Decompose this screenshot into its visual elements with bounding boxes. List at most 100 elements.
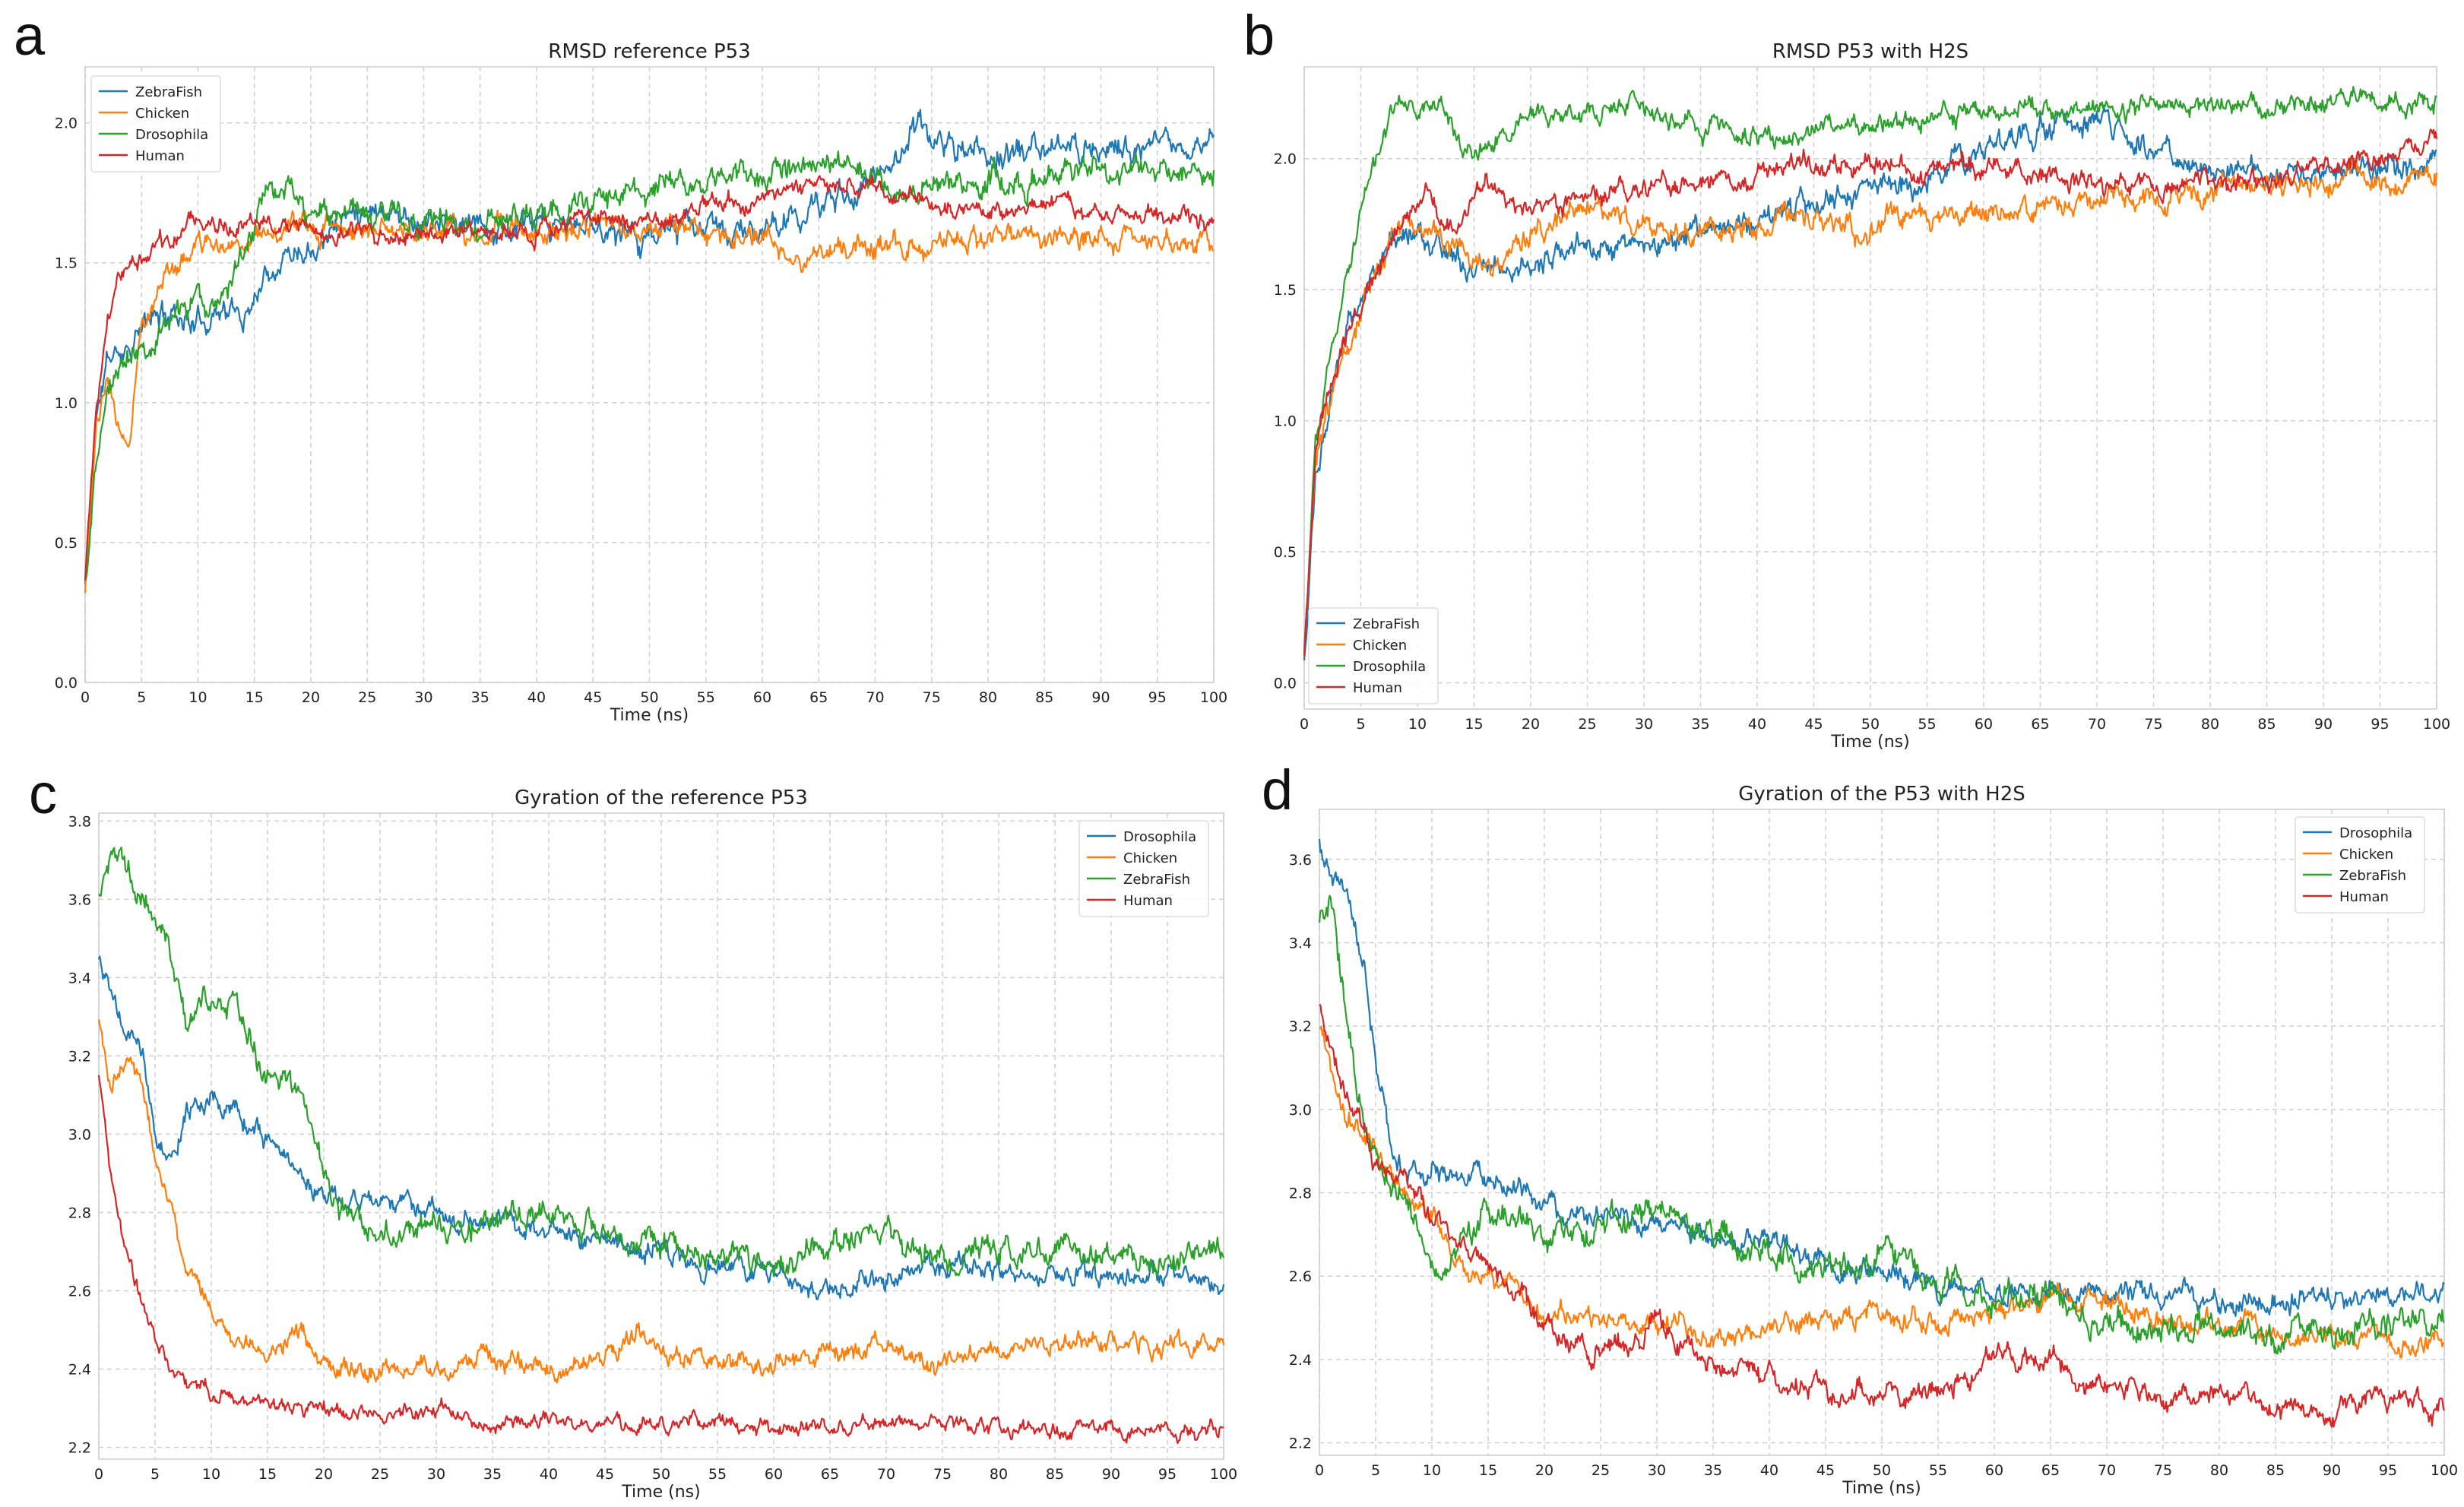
x-tick-label: 85	[2266, 1462, 2285, 1479]
x-tick-label: 75	[933, 1466, 952, 1483]
x-tick-label: 60	[1985, 1462, 2003, 1479]
legend: ZebraFish Chicken Drosophila Human	[90, 75, 221, 173]
x-tick-label: 65	[809, 689, 828, 706]
y-tick-label: 3.4	[68, 970, 91, 986]
x-tick-label: 100	[2431, 1462, 2458, 1479]
series-line-zebrafish	[98, 846, 1225, 1277]
x-tick-label: 45	[1804, 716, 1823, 733]
y-tick-label: 3.0	[1289, 1102, 1312, 1119]
x-tick-label: 35	[1704, 1462, 1722, 1479]
panel-label: c	[29, 762, 57, 825]
y-tick-label: 2.0	[1274, 151, 1297, 168]
x-tick-label: 30	[414, 689, 432, 706]
y-tick-label: 2.6	[1289, 1268, 1312, 1285]
y-tick-label: 2.2	[68, 1440, 91, 1457]
legend: Drosophila Chicken ZebraFish Human	[2295, 816, 2425, 913]
y-tick-label: 3.8	[68, 813, 91, 830]
legend-entry: Human	[135, 148, 185, 164]
x-tick-label: 20	[302, 689, 320, 706]
panel-label: b	[1243, 4, 1275, 67]
x-tick-label: 45	[1816, 1462, 1835, 1479]
x-axis-label: Time (ns)	[1830, 733, 1909, 752]
panel-label: d	[1262, 758, 1293, 822]
y-tick-label: 3.2	[1289, 1018, 1312, 1035]
series-line-chicken	[1319, 1025, 2445, 1359]
legend-box	[1308, 607, 1439, 704]
x-tick-label: 50	[1873, 1462, 1891, 1479]
y-tick-label: 2.2	[1289, 1436, 1312, 1452]
legend: ZebraFish Chicken Drosophila Human	[1308, 607, 1439, 704]
legend-entry: Drosophila	[1353, 659, 1426, 675]
x-tick-label: 40	[527, 689, 546, 706]
x-tick-label: 90	[2323, 1462, 2341, 1479]
x-tick-label: 30	[1648, 1462, 1666, 1479]
series-line-human	[1303, 128, 2438, 656]
series-line-human	[84, 174, 1215, 581]
x-tick-label: 65	[2041, 1462, 2060, 1479]
y-tick-label: 1.0	[1274, 413, 1297, 430]
y-tick-label: 2.0	[55, 116, 78, 132]
x-tick-label: 65	[2031, 716, 2049, 733]
chart-title: RMSD reference P53	[548, 40, 750, 63]
x-tick-label: 10	[1423, 1462, 1441, 1479]
legend-entry: Chicken	[2339, 847, 2393, 863]
series-line-zebrafish	[1318, 894, 2445, 1355]
x-tick-label: 5	[150, 1466, 160, 1483]
x-tick-label: 20	[1522, 716, 1540, 733]
chart-panel-a: a 0 5 10 15 20 25 30 35 40 45 50 55 60 65 70 75 80 85 90 95 1…	[14, 4, 1227, 725]
x-tick-label: 45	[584, 689, 602, 706]
x-tick-label: 30	[1635, 716, 1653, 733]
series-line-chicken	[97, 1019, 1225, 1384]
x-tick-label: 95	[1148, 689, 1167, 706]
x-tick-label: 90	[2314, 716, 2333, 733]
x-tick-label: 75	[2144, 716, 2162, 733]
x-tick-label: 55	[1929, 1462, 1947, 1479]
x-tick-label: 55	[697, 689, 715, 706]
chart-panel-c: c 0 5 10 15 20 25 30 35 40 45 50 55 60 65 70 75 80 85 90 95 1…	[29, 762, 1237, 1502]
chart-panel-b: b 0 5 10 15 20 25 30 35 40 45 50 55 60 65 70 75 80 85 90 95 1…	[1243, 4, 2450, 752]
y-tick-label: 3.6	[68, 891, 91, 908]
panel-label: a	[14, 4, 46, 67]
series-line-drosophila	[84, 150, 1215, 581]
x-tick-label: 15	[1479, 1462, 1497, 1479]
x-tick-label: 90	[1102, 1466, 1120, 1483]
x-tick-label: 5	[137, 689, 146, 706]
x-tick-label: 25	[371, 1466, 389, 1483]
x-tick-label: 20	[1535, 1462, 1553, 1479]
legend-entry: Human	[1123, 893, 1173, 909]
legend-entry: ZebraFish	[2339, 868, 2406, 884]
y-tick-label: 3.0	[68, 1126, 91, 1143]
y-tick-label: 2.4	[1289, 1352, 1312, 1369]
y-tick-label: 2.6	[68, 1283, 91, 1300]
x-tick-label: 80	[2210, 1462, 2228, 1479]
legend-entry: Chicken	[1123, 850, 1177, 866]
chart-panel-d: d 0 5 10 15 20 25 30 35 40 45 50 55 60 65 70 75 80 85 90 95 1…	[1262, 758, 2458, 1498]
x-tick-label: 50	[652, 1466, 670, 1483]
y-tick-label: 0.5	[55, 535, 78, 552]
series-line-drosophila	[1318, 838, 2445, 1318]
x-tick-label: 60	[1975, 716, 1993, 733]
x-tick-label: 55	[1918, 716, 1936, 733]
x-axis-label: Time (ns)	[610, 706, 689, 725]
y-tick-label: 2.4	[68, 1362, 91, 1379]
chart-title: Gyration of the reference P53	[515, 787, 808, 809]
x-tick-label: 0	[1300, 716, 1309, 733]
x-tick-label: 40	[1748, 716, 1766, 733]
x-tick-label: 35	[1691, 716, 1709, 733]
legend-entry: ZebraFish	[1123, 872, 1190, 888]
x-tick-label: 25	[358, 689, 376, 706]
x-tick-label: 5	[1371, 1462, 1380, 1479]
x-tick-label: 30	[427, 1466, 445, 1483]
legend-entry: ZebraFish	[1353, 616, 1420, 632]
series-line-drosophila	[1303, 85, 2437, 656]
x-tick-label: 5	[1356, 716, 1365, 733]
plot-area	[1319, 809, 2445, 1456]
legend-entry: Drosophila	[135, 127, 208, 143]
x-tick-label: 75	[923, 689, 941, 706]
legend-entry: ZebraFish	[135, 84, 202, 100]
y-tick-label: 2.8	[1289, 1186, 1312, 1202]
x-tick-label: 40	[540, 1466, 558, 1483]
y-tick-label: 3.2	[68, 1048, 91, 1065]
x-tick-label: 95	[2379, 1462, 2397, 1479]
